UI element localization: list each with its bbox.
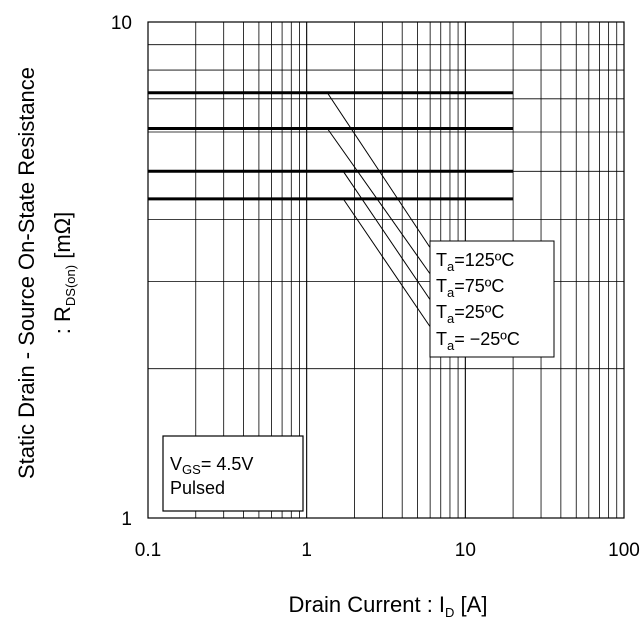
y-axis-title-line1: Static Drain - Source On-State Resistanc…: [14, 67, 39, 479]
vgs-main: V: [170, 454, 182, 474]
conditions-box: VGS= 4.5V Pulsed: [162, 435, 304, 512]
legend-entry-0: Ta=125ºC: [436, 250, 514, 274]
xlabel-main: Drain Current : I: [289, 592, 446, 617]
y-axis-title-line2: : RDS(on) [mΩ]: [50, 212, 78, 334]
legend-sub: a: [447, 259, 455, 274]
legend-rest: =25ºC: [454, 302, 504, 322]
legend-sub: a: [447, 311, 455, 326]
legend-main: T: [436, 250, 447, 270]
legend-sub: a: [447, 285, 455, 300]
legend-rest: =75ºC: [454, 276, 504, 296]
vgs-rest: = 4.5V: [201, 454, 254, 474]
xlabel-unit: [A]: [454, 592, 487, 617]
ylabel-sub: DS(on): [63, 265, 78, 306]
vgs-sub: GS: [182, 462, 201, 477]
leader-line-2: [342, 171, 434, 305]
conditions-pulsed: Pulsed: [170, 478, 225, 498]
series-group: [148, 91, 514, 201]
legend-main: T: [436, 329, 447, 349]
ylabel-pre: : R: [50, 306, 75, 334]
legend-rest: =125ºC: [454, 250, 514, 270]
x-tick-label: 10: [455, 540, 476, 561]
legend-sub: a: [447, 338, 455, 353]
x-tick-labels: 0.1 1 10 100: [135, 540, 640, 561]
legend-entry-1: Ta=75ºC: [436, 276, 504, 300]
conditions-vgs: VGS= 4.5V: [170, 454, 253, 477]
legend-main: T: [436, 302, 447, 322]
legend-rest: = −25ºC: [454, 329, 520, 349]
leader-line-1: [326, 128, 434, 279]
x-tick-label: 0.1: [135, 540, 161, 561]
leader-line-0: [326, 92, 434, 253]
y-tick-labels: 1 10: [111, 13, 132, 530]
x-tick-label: 1: [301, 540, 312, 561]
x-axis-title: Drain Current : ID [A]: [289, 592, 488, 617]
plot-frame: [147, 21, 625, 519]
y-axis-title-line2-group: : RDS(on) [mΩ]: [50, 212, 78, 334]
x-tick-label: 100: [608, 540, 640, 561]
conditions-frame: [162, 435, 304, 512]
y-axis-title-line1-group: Static Drain - Source On-State Resistanc…: [14, 67, 39, 479]
leader-lines: [326, 92, 434, 332]
legend-entry-2: Ta=25ºC: [436, 302, 504, 326]
legend-box: [429, 240, 555, 358]
legend-main: T: [436, 276, 447, 296]
xlabel-sub: D: [445, 605, 454, 617]
ylabel-unit: [mΩ]: [50, 212, 75, 265]
y-tick-label: 1: [121, 509, 132, 530]
y-tick-label: 10: [111, 13, 132, 34]
leader-line-3: [342, 198, 434, 332]
legend-entry-3: Ta= −25ºC: [436, 329, 520, 353]
